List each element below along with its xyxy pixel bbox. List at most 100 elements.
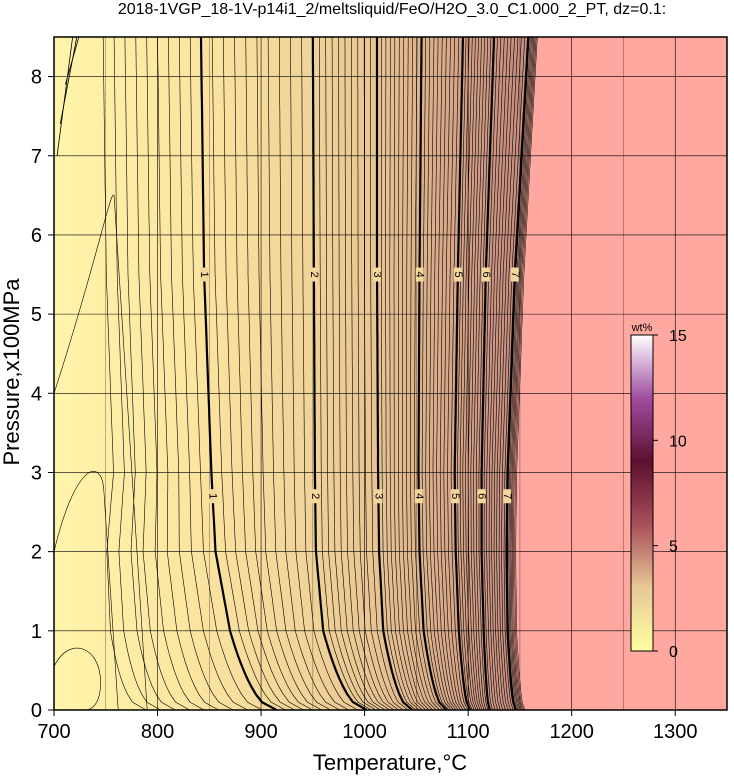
x-tick-label: 1300: [653, 721, 698, 743]
contour-minor: [179, 37, 248, 710]
contour-minor: [421, 37, 450, 710]
y-tick-label: 7: [31, 146, 42, 168]
contour-label: 7: [501, 493, 513, 499]
contour-level-1: [199, 37, 278, 710]
colorbar-tick-label: 15: [669, 328, 687, 345]
x-tick-label: 1100: [447, 721, 490, 743]
contour-label: 3: [372, 493, 384, 499]
contour-minor: [59, 37, 78, 125]
contour-minor: [54, 194, 148, 710]
contour-level-6: [480, 37, 496, 710]
contour-label-bg: [200, 267, 209, 282]
contour-minor: [498, 37, 519, 710]
contour-label: 4: [413, 271, 425, 277]
colorbar-tick-label: 0: [669, 644, 678, 661]
contour-minor: [234, 37, 304, 710]
y-tick-label: 1: [31, 621, 42, 643]
contour-minor: [398, 37, 430, 710]
contour-minor: [493, 37, 512, 710]
contour-minor: [425, 37, 452, 710]
contour-minor: [135, 37, 190, 710]
contour-minor: [389, 37, 423, 710]
contour-minor: [146, 37, 205, 710]
y-tick-label: 4: [31, 383, 42, 405]
contour-minor: [447, 37, 466, 710]
contour-label: 4: [413, 493, 425, 499]
contour-level-7: [505, 37, 530, 710]
x-tick-label: 1000: [342, 721, 387, 743]
y-tick-label: 5: [31, 304, 42, 326]
contour-minor: [301, 37, 358, 710]
contour-label-bg: [415, 267, 424, 282]
y-tick-label: 8: [31, 67, 42, 89]
colorbar-tick-label: 10: [669, 433, 687, 450]
x-tick-label: 1200: [549, 721, 594, 743]
contour-minor: [211, 37, 286, 710]
contour-minor: [102, 37, 147, 710]
contour-label-bg: [510, 267, 519, 282]
grid-lines: [54, 37, 727, 710]
contour-minor: [514, 37, 537, 710]
contour-minor: [168, 37, 234, 710]
contour-minor: [189, 37, 263, 710]
contour-minor: [113, 37, 161, 710]
colorbar-tick-label: 5: [669, 539, 678, 556]
x-axis-label: Temperature,°C: [313, 750, 467, 775]
contour-label-bg: [414, 489, 423, 504]
contour-minor: [515, 37, 538, 710]
contour-minor: [56, 37, 74, 156]
contour-minor: [459, 37, 475, 710]
contour-minor: [393, 37, 427, 710]
contour-minor: [503, 37, 526, 710]
contour-label-bg: [374, 489, 383, 504]
contour-minor: [496, 37, 515, 710]
contour-minor: [486, 37, 502, 710]
colorbar: wt% 0 5 10 15: [630, 322, 687, 661]
contour-level-5: [453, 37, 472, 710]
contour-minor: [370, 37, 408, 710]
x-axis-ticks: 700 800 900 1000 1100 1200 1300: [37, 710, 697, 743]
contour-minor: [325, 37, 376, 710]
contour-minor: [465, 37, 479, 710]
contour-minor: [279, 37, 340, 710]
contour-label: 5: [452, 271, 464, 277]
colorbar-title: wt%: [631, 322, 653, 334]
y-tick-label: 6: [31, 225, 42, 247]
contour-minor: [267, 37, 331, 710]
contour-minor: [509, 37, 532, 710]
contour-label-bg: [477, 489, 486, 504]
y-tick-label: 3: [31, 462, 42, 484]
contour-minor: [475, 37, 489, 710]
contour-label-bg: [208, 489, 217, 504]
contour-minor: [54, 471, 119, 710]
contour-label-bg: [451, 489, 460, 504]
contour-minor: [501, 37, 522, 710]
plot-frame: [53, 36, 728, 711]
contour-label: 1: [207, 493, 219, 499]
contour-minor: [124, 37, 176, 710]
contour-minor: [157, 37, 219, 710]
contour-minor: [357, 37, 399, 710]
contour-minor: [428, 37, 454, 710]
contour-level-3: [375, 37, 413, 710]
contour-label: 6: [480, 271, 492, 277]
contour-label: 3: [371, 271, 383, 277]
contour-minor: [473, 37, 485, 710]
y-axis-ticks: 0 1 2 3 4 5 6 7 8: [31, 67, 54, 722]
contour-minor: [467, 37, 481, 710]
contour-minor: [344, 37, 390, 710]
contour-label: 7: [509, 271, 521, 277]
contour-minor: [351, 37, 395, 710]
contour-minor: [443, 37, 464, 710]
contour-minor: [483, 37, 498, 710]
contour-minor: [450, 37, 469, 710]
y-tick-label: 2: [31, 542, 42, 564]
contour-minor: [511, 37, 535, 710]
contour-minor: [338, 37, 386, 710]
contour-minor: [405, 37, 437, 710]
contour-minor: [290, 37, 349, 710]
contour-minor: [245, 37, 313, 710]
contour-lines: [54, 37, 538, 710]
colorbar-ramp: [630, 334, 654, 652]
